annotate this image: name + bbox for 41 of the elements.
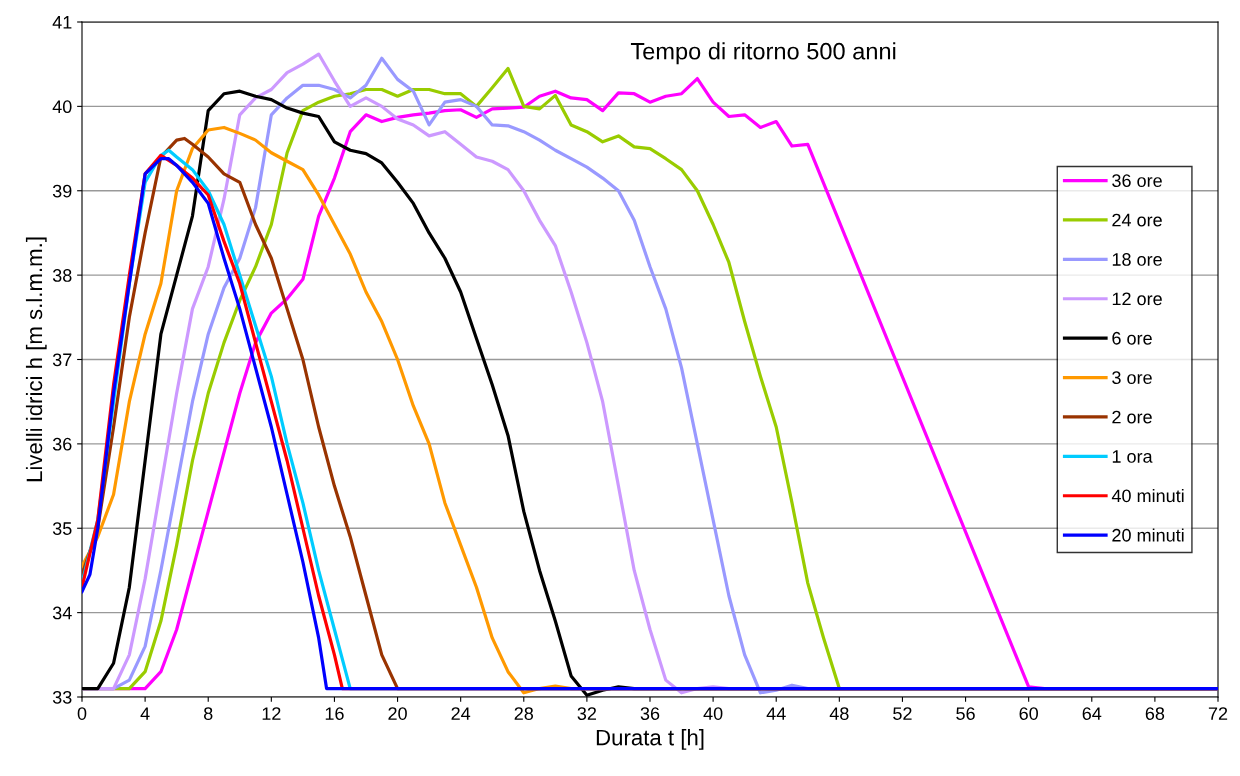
x-tick-label: 36 (640, 707, 660, 720)
legend-label: 36 ore (1112, 174, 1162, 188)
x-tick-label: 60 (1019, 707, 1038, 720)
legend-label: 6 ore (1112, 331, 1152, 345)
y-tick-label: 39 (52, 184, 72, 198)
x-tick-label: 72 (1208, 707, 1228, 720)
x-tick-label: 44 (766, 707, 786, 720)
x-tick-label: 0 (77, 707, 87, 720)
x-tick-label: 28 (514, 707, 534, 720)
y-tick-label: 34 (52, 606, 72, 620)
y-tick-label: 35 (52, 522, 72, 535)
y-tick-label: 40 (52, 100, 72, 114)
x-tick-label: 20 (388, 707, 407, 720)
legend-label: 20 minuti (1112, 528, 1184, 542)
text: Tempo di ritorno 500 anni (630, 42, 896, 65)
legend-label: 1 ora (1112, 450, 1153, 463)
x-tick-label: 52 (893, 707, 912, 720)
legend-label: 2 ore (1112, 410, 1152, 424)
x-tick-label: 68 (1145, 707, 1165, 720)
x-axis-title: Durata t [h] (596, 729, 704, 750)
y-tick-label: 41 (52, 16, 72, 29)
x-tick-label: 56 (956, 707, 975, 720)
x-tick-label: 16 (325, 707, 344, 720)
legend-label: 3 ore (1112, 371, 1152, 385)
y-tick-label: 38 (52, 269, 72, 282)
y-axis-title: Livelli idrici h [m s.l.m.m.] (25, 237, 47, 482)
x-tick-label: 32 (577, 707, 597, 720)
x-tick-label: 64 (1082, 707, 1102, 720)
x-tick-label: 48 (829, 707, 849, 720)
legend-label: 24 ore (1112, 213, 1162, 227)
x-tick-label: 8 (203, 707, 213, 720)
x-tick-label: 12 (262, 707, 281, 720)
y-tick-label: 36 (52, 437, 72, 451)
legend-label: 12 ore (1112, 292, 1162, 306)
x-tick-label: 24 (451, 707, 471, 720)
x-tick-label: 40 (703, 707, 723, 720)
y-tick-label: 33 (52, 690, 72, 704)
legend-label: 18 ore (1112, 253, 1162, 266)
x-tick-label: 4 (140, 707, 150, 720)
y-tick-label: 37 (52, 353, 72, 367)
legend-label: 40 minuti (1111, 488, 1184, 503)
